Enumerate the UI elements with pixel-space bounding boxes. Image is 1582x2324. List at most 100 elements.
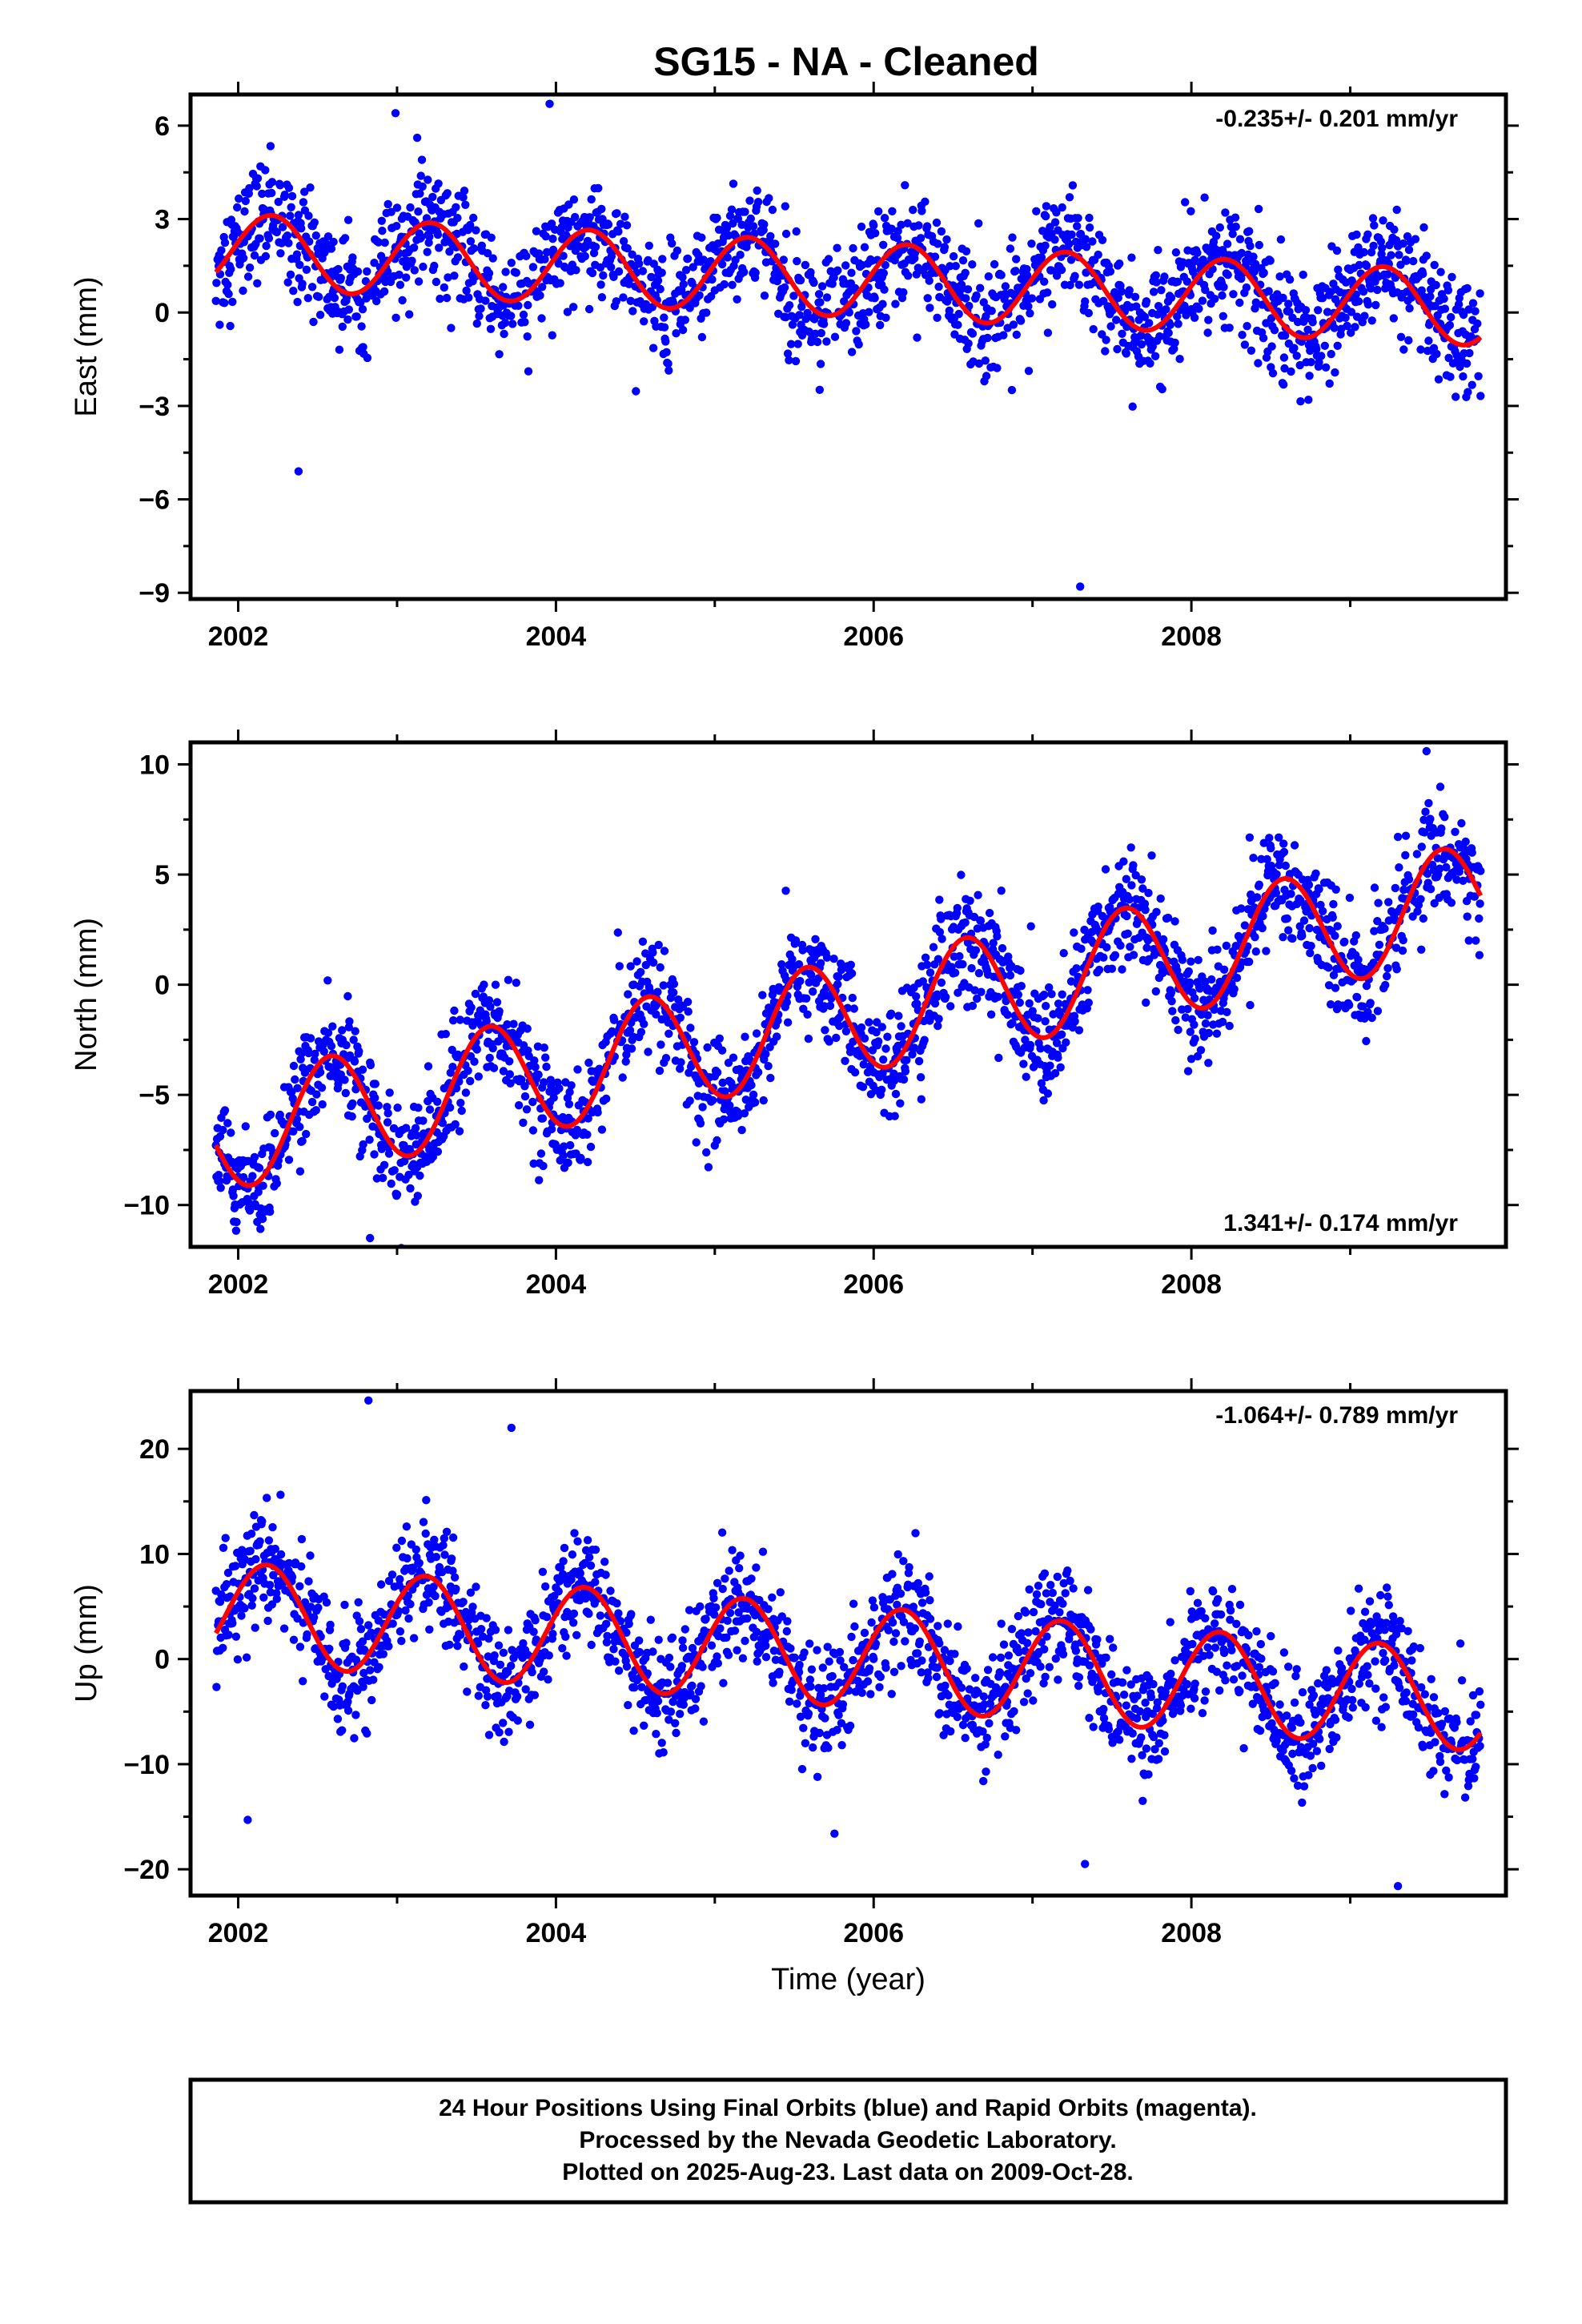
east-data-point [1432, 349, 1441, 359]
east-data-point [1377, 250, 1386, 259]
up-data-point [504, 1727, 513, 1736]
east-data-point [476, 304, 485, 313]
up-data-point [581, 1546, 591, 1555]
east-data-point [501, 267, 510, 276]
north-data-point [1413, 907, 1422, 916]
north-data-point [323, 976, 332, 985]
north-data-point [788, 955, 797, 964]
north-data-point [597, 1125, 607, 1134]
east-data-point [976, 283, 985, 292]
north-data-point [1190, 1020, 1199, 1029]
east-data-point [588, 268, 597, 278]
up-data-point [833, 1726, 841, 1735]
east-data-point [1040, 277, 1049, 286]
up-data-point [482, 1614, 491, 1622]
up-data-point [601, 1570, 610, 1579]
east-data-point [557, 223, 566, 231]
east-data-point [1016, 316, 1026, 325]
north-data-point [822, 953, 832, 963]
east-data-point [1383, 270, 1392, 279]
north-data-point [946, 1002, 955, 1011]
north-data-point [1175, 972, 1184, 981]
north-data-point [1015, 998, 1025, 1007]
up-data-point [738, 1654, 748, 1663]
up-data-point [359, 1683, 367, 1691]
east-data-point [395, 270, 404, 279]
east-data-point [746, 214, 755, 223]
north-data-point [942, 992, 950, 1002]
north-data-point [1054, 1053, 1062, 1062]
north-data-point [1196, 1046, 1206, 1055]
north-data-point [1126, 843, 1135, 852]
north-data-point [374, 1101, 383, 1110]
up-data-point [263, 1494, 271, 1502]
up-data-point [439, 1541, 448, 1550]
east-data-point [781, 202, 789, 211]
up-data-point [276, 1550, 286, 1559]
up-data-point [735, 1564, 744, 1573]
east-data-point [1419, 223, 1428, 232]
east-data-point [1137, 331, 1146, 340]
east-data-point [1128, 402, 1137, 411]
north-data-point [652, 1010, 661, 1019]
up-data-point [881, 1663, 890, 1672]
east-data-point [1463, 283, 1472, 293]
east-data-point [766, 231, 775, 241]
north-data-point [1026, 922, 1035, 931]
north-data-point [1345, 893, 1355, 903]
east-data-point [1204, 316, 1213, 324]
north-data-point [1375, 940, 1384, 950]
up-data-point [448, 1566, 457, 1575]
north-data-point [613, 928, 622, 937]
north-data-point [709, 1096, 717, 1105]
north-data-point [1284, 926, 1293, 935]
north-data-point [1021, 1035, 1030, 1044]
east-data-point [1255, 240, 1264, 250]
north-data-point [441, 1030, 450, 1039]
east-data-point [1303, 325, 1312, 334]
north-data-point [542, 1062, 551, 1072]
east-data-point [1022, 264, 1031, 274]
north-data-point [636, 967, 645, 977]
up-data-point [665, 1653, 674, 1663]
up-data-point [264, 1536, 274, 1545]
up-data-point [573, 1537, 582, 1546]
up-data-point [635, 1647, 644, 1657]
north-data-point [859, 1060, 868, 1069]
north-data-point [683, 997, 693, 1007]
east-data-point [556, 279, 564, 287]
east-data-point [1041, 241, 1050, 250]
north-data-point [1331, 885, 1340, 895]
north-data-point [271, 1128, 279, 1138]
east-data-point [1354, 297, 1363, 306]
up-data-point [392, 1543, 401, 1552]
up-data-point [237, 1611, 246, 1620]
north-data-point [794, 960, 804, 969]
east-data-point [923, 294, 932, 303]
east-data-point [1464, 305, 1473, 314]
north-x-tick-label: 2004 [526, 1269, 587, 1300]
up-data-point [637, 1683, 646, 1691]
east-data-point [514, 301, 523, 310]
north-data-point [1118, 965, 1126, 974]
up-data-point [581, 1594, 590, 1603]
east-data-point [1295, 360, 1304, 370]
north-data-point [298, 1136, 307, 1146]
up-data-point [406, 1600, 415, 1609]
north-data-point [1039, 1096, 1048, 1105]
east-data-point [548, 235, 557, 243]
north-data-point [937, 978, 946, 987]
north-data-point [1373, 1007, 1383, 1015]
east-data-point [1452, 392, 1460, 401]
up-data-point [421, 1529, 430, 1538]
east-data-point [1166, 293, 1176, 302]
north-data-point [791, 936, 801, 945]
north-data-point [1459, 876, 1468, 886]
north-data-point [729, 1053, 738, 1062]
north-data-point [1272, 870, 1281, 879]
north-data-point [480, 980, 488, 989]
east-data-point [1395, 251, 1403, 259]
